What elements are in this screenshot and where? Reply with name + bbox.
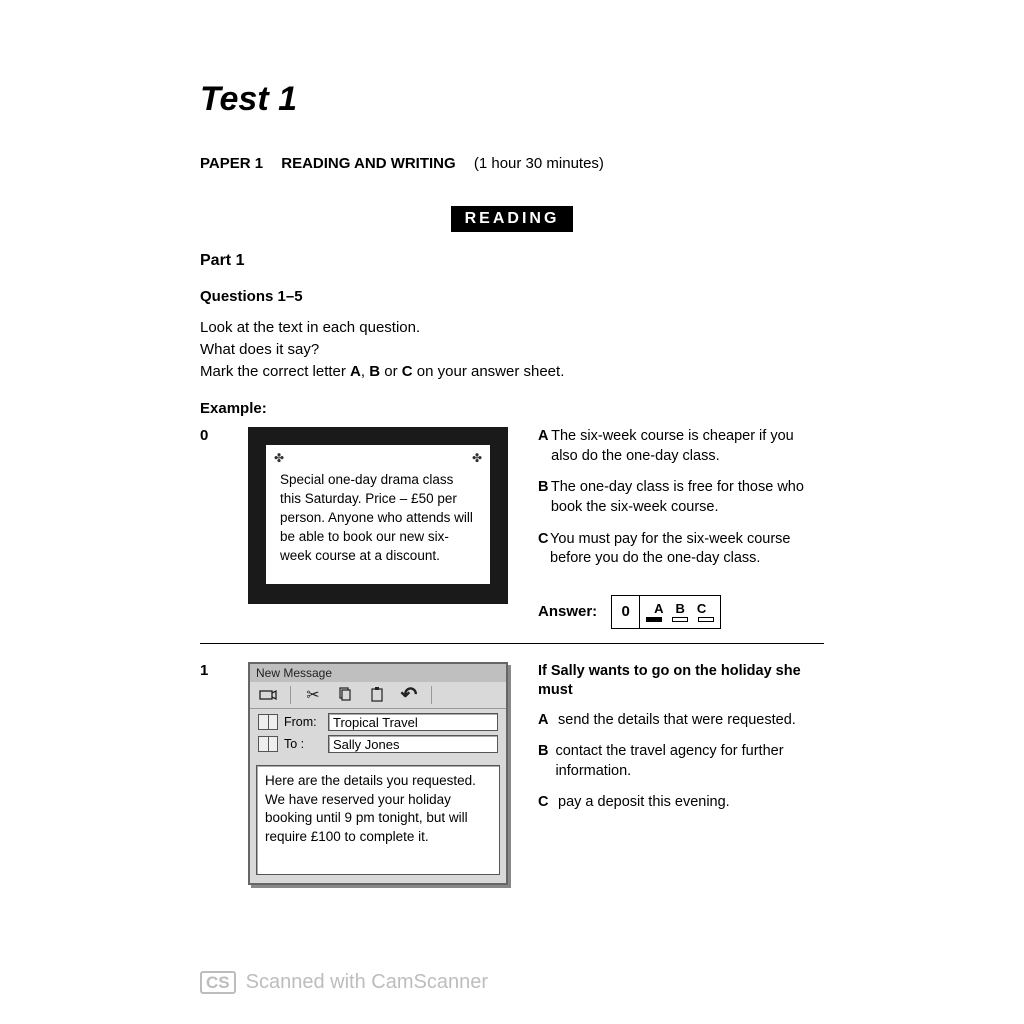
to-row: To : Sally Jones — [258, 735, 498, 753]
cut-icon[interactable]: ✂ — [303, 686, 323, 704]
answer-letter-c: C — [697, 602, 706, 615]
option-b: Bcontact the travel agency for further i… — [538, 742, 824, 781]
notice-text: Special one-day drama class this Saturda… — [280, 459, 476, 565]
paper-title: READING AND WRITING — [281, 155, 455, 172]
to-label: To : — [284, 737, 322, 751]
option-c: Cpay a deposit this evening. — [538, 793, 824, 813]
answer-box: 0 A B C — [611, 595, 721, 629]
option-a: AThe six-week course is cheaper if you a… — [538, 427, 824, 466]
option-a: Asend the details that were requested. — [538, 711, 824, 731]
option-b: BThe one-day class is free for those who… — [538, 478, 824, 517]
answer-letter-a: A — [654, 602, 663, 615]
send-icon[interactable] — [258, 686, 278, 704]
address-book-icon[interactable] — [258, 714, 278, 730]
test-title: Test 1 — [200, 80, 824, 119]
questions-heading: Questions 1–5 — [200, 288, 824, 305]
question-0-number: 0 — [200, 427, 218, 444]
pin-icon: ✤ — [472, 450, 482, 467]
instruction-line-2: What does it say? — [200, 339, 824, 361]
camscanner-watermark: CS Scanned with CamScanner — [200, 971, 488, 994]
paper-line: PAPER 1 READING AND WRITING (1 hour 30 m… — [200, 155, 824, 172]
address-book-icon[interactable] — [258, 736, 278, 752]
answer-mark-c-empty — [698, 617, 714, 622]
toolbar-separator — [431, 686, 432, 704]
pin-icon: ✤ — [274, 450, 284, 467]
paste-icon[interactable] — [367, 686, 387, 704]
section-banner: READING — [451, 206, 574, 232]
cs-badge-icon: CS — [200, 971, 236, 994]
toolbar-separator — [290, 686, 291, 704]
from-field[interactable]: Tropical Travel — [328, 713, 498, 731]
paper-label: PAPER 1 — [200, 155, 263, 172]
paper-time: (1 hour 30 minutes) — [474, 155, 604, 172]
answer-letter-b: B — [675, 602, 684, 615]
answer-row: Answer: 0 A B C — [538, 595, 824, 629]
to-field[interactable]: Sally Jones — [328, 735, 498, 753]
watermark-text: Scanned with CamScanner — [246, 971, 488, 994]
undo-icon[interactable]: ↶ — [399, 686, 419, 704]
part-heading: Part 1 — [200, 252, 824, 270]
email-titlebar: New Message — [250, 664, 506, 682]
option-c: CYou must pay for the six-week course be… — [538, 530, 824, 569]
notice-board: ✤ ✤ Special one-day drama class this Sat… — [248, 427, 508, 603]
email-toolbar: ✂ ↶ — [250, 682, 506, 709]
answer-mark-b-empty — [672, 617, 688, 622]
instruction-line-1: Look at the text in each question. — [200, 317, 824, 339]
copy-icon[interactable] — [335, 686, 355, 704]
question-1-number: 1 — [200, 662, 218, 679]
instruction-line-3: Mark the correct letter A, B or C on you… — [200, 361, 824, 383]
email-body[interactable]: Here are the details you requested. We h… — [256, 765, 500, 875]
from-label: From: — [284, 715, 322, 729]
question-1: 1 New Message ✂ ↶ — [200, 662, 824, 885]
question-1-stem: If Sally wants to go on the holiday she … — [538, 662, 824, 701]
example-label: Example: — [200, 400, 824, 417]
answer-mark-a-filled — [646, 617, 662, 622]
answer-label: Answer: — [538, 602, 597, 622]
answer-zero: 0 — [612, 596, 640, 628]
email-window: New Message ✂ ↶ — [248, 662, 508, 885]
instructions: Look at the text in each question. What … — [200, 317, 824, 382]
from-row: From: Tropical Travel — [258, 713, 498, 731]
divider — [200, 643, 824, 644]
question-0: 0 ✤ ✤ Special one-day drama class this S… — [200, 427, 824, 628]
